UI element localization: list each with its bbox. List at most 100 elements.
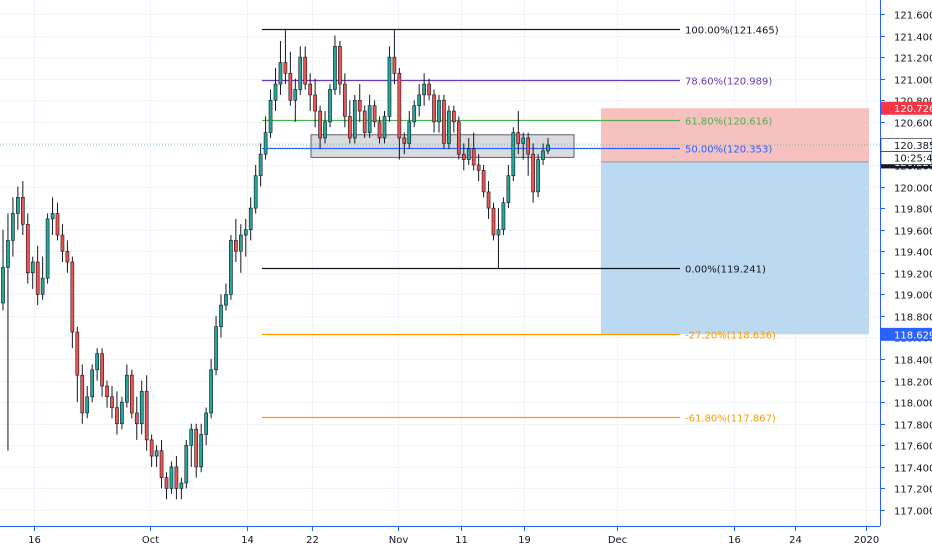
candle[interactable] bbox=[253, 164, 258, 214]
candle[interactable] bbox=[392, 30, 397, 85]
candle[interactable] bbox=[125, 364, 129, 408]
candle[interactable] bbox=[139, 380, 144, 435]
position-tool[interactable] bbox=[601, 108, 869, 335]
candle[interactable] bbox=[95, 348, 99, 381]
candle[interactable] bbox=[536, 154, 540, 198]
candle[interactable] bbox=[75, 326, 80, 403]
candle[interactable] bbox=[80, 364, 85, 424]
candle[interactable] bbox=[234, 218, 238, 262]
candle[interactable] bbox=[333, 35, 337, 95]
candle[interactable] bbox=[40, 256, 45, 300]
candle[interactable] bbox=[407, 111, 412, 149]
candle[interactable] bbox=[1, 229, 5, 311]
candle[interactable] bbox=[189, 423, 194, 467]
candle[interactable] bbox=[169, 461, 174, 494]
candle[interactable] bbox=[16, 186, 20, 230]
candlestick-series[interactable] bbox=[1, 30, 550, 500]
candle[interactable] bbox=[159, 439, 164, 489]
candle[interactable] bbox=[427, 78, 431, 101]
candle[interactable] bbox=[50, 197, 55, 236]
candle[interactable] bbox=[456, 116, 461, 160]
candle[interactable] bbox=[491, 202, 496, 241]
candle[interactable] bbox=[526, 132, 531, 176]
candle[interactable] bbox=[432, 89, 436, 133]
candle[interactable] bbox=[199, 423, 204, 473]
candle[interactable] bbox=[541, 143, 545, 165]
candle[interactable] bbox=[268, 89, 273, 138]
candle[interactable] bbox=[501, 197, 506, 236]
candle[interactable] bbox=[248, 197, 253, 241]
candle[interactable] bbox=[357, 84, 362, 122]
candle[interactable] bbox=[144, 375, 149, 451]
candle[interactable] bbox=[129, 369, 134, 419]
candle[interactable] bbox=[288, 51, 293, 106]
candle[interactable] bbox=[35, 245, 40, 306]
candle[interactable] bbox=[214, 315, 218, 376]
candle[interactable] bbox=[154, 445, 159, 467]
candle[interactable] bbox=[452, 105, 456, 133]
candle[interactable] bbox=[303, 46, 308, 90]
candle[interactable] bbox=[273, 67, 278, 112]
candle[interactable] bbox=[422, 73, 426, 106]
candle[interactable] bbox=[243, 218, 248, 257]
candle[interactable] bbox=[11, 197, 15, 257]
candle[interactable] bbox=[120, 396, 124, 430]
candle[interactable] bbox=[496, 208, 501, 269]
candle[interactable] bbox=[6, 213, 10, 451]
candle[interactable] bbox=[85, 386, 90, 419]
candle[interactable] bbox=[343, 73, 347, 128]
candle[interactable] bbox=[476, 154, 481, 182]
candle[interactable] bbox=[293, 78, 298, 122]
candle[interactable] bbox=[442, 94, 446, 149]
candle[interactable] bbox=[516, 111, 521, 155]
candle[interactable] bbox=[45, 213, 50, 284]
candle[interactable] bbox=[417, 84, 422, 117]
candle[interactable] bbox=[338, 40, 342, 95]
candle[interactable] bbox=[204, 407, 208, 446]
candle[interactable] bbox=[238, 224, 243, 273]
candle[interactable] bbox=[466, 138, 471, 165]
candle[interactable] bbox=[164, 472, 169, 500]
candle[interactable] bbox=[278, 40, 283, 95]
candle[interactable] bbox=[506, 164, 511, 209]
candle[interactable] bbox=[461, 143, 466, 171]
candle[interactable] bbox=[382, 111, 387, 144]
candle[interactable] bbox=[100, 348, 104, 397]
candle[interactable] bbox=[437, 94, 441, 133]
candle[interactable] bbox=[258, 143, 263, 187]
candle[interactable] bbox=[263, 116, 268, 160]
candle[interactable] bbox=[194, 423, 199, 478]
candle[interactable] bbox=[65, 240, 70, 273]
candle[interactable] bbox=[471, 132, 476, 171]
candle[interactable] bbox=[323, 111, 327, 144]
candle[interactable] bbox=[347, 100, 352, 144]
candle[interactable] bbox=[149, 434, 154, 467]
candle[interactable] bbox=[110, 386, 114, 419]
candle[interactable] bbox=[328, 84, 332, 128]
candle[interactable] bbox=[397, 67, 402, 160]
candle[interactable] bbox=[486, 181, 491, 219]
candle[interactable] bbox=[30, 256, 35, 289]
candle[interactable] bbox=[308, 73, 313, 112]
candle[interactable] bbox=[229, 235, 233, 300]
candle[interactable] bbox=[546, 138, 550, 155]
candle[interactable] bbox=[402, 132, 407, 155]
candle[interactable] bbox=[115, 391, 119, 435]
candle[interactable] bbox=[209, 359, 213, 419]
candle[interactable] bbox=[90, 364, 95, 403]
candle[interactable] bbox=[412, 100, 417, 128]
stop-loss-zone[interactable] bbox=[601, 108, 869, 162]
fib-retracement[interactable]: 100.00%(121.465) 78.60%(120.989) 61.80%(12… bbox=[262, 26, 779, 425]
candle[interactable] bbox=[367, 94, 372, 138]
candle[interactable] bbox=[447, 105, 451, 149]
candle[interactable] bbox=[531, 143, 535, 203]
candle[interactable] bbox=[298, 46, 303, 95]
price-axis[interactable]: 121.600121.400121.200121.000120.800120.6… bbox=[880, 0, 932, 526]
candle[interactable] bbox=[20, 181, 25, 236]
candle[interactable] bbox=[219, 294, 223, 338]
candle[interactable] bbox=[60, 224, 65, 262]
candle[interactable] bbox=[70, 256, 75, 349]
candle[interactable] bbox=[179, 477, 184, 500]
time-axis[interactable]: 16 Oct 14 22 Nov 11 19 Dec 16 24 2020 bbox=[0, 526, 880, 546]
